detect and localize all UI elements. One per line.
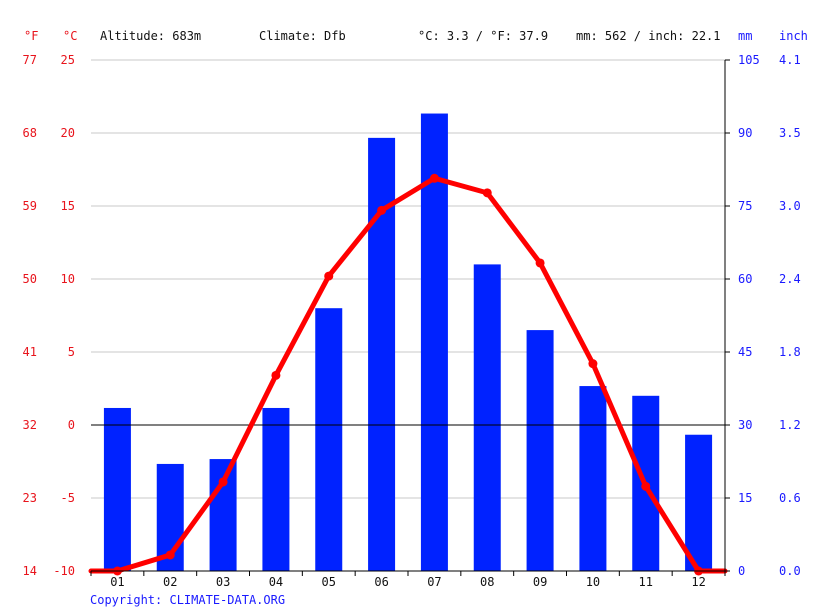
celsius-tick-label: 20	[61, 126, 75, 140]
mm-tick-label: 0	[738, 564, 745, 578]
precipitation-bar	[579, 386, 607, 571]
month-tick-label: 04	[269, 575, 283, 589]
fahrenheit-tick-label: 23	[23, 491, 37, 505]
celsius-tick-label: -5	[61, 491, 75, 505]
temperature-point	[588, 359, 598, 369]
inch-tick-label: 0.0	[779, 564, 801, 578]
celsius-tick-label: 5	[68, 345, 75, 359]
copyright-label: Copyright: CLIMATE-DATA.ORG	[90, 593, 285, 607]
grid-lines	[91, 59, 725, 499]
fahrenheit-tick-label: 77	[23, 53, 37, 67]
tick-labels: 77 25 105 4.168 20 90 3.559 15 75 3.050 10 60 2.441 5…	[23, 53, 801, 589]
fahrenheit-tick-label: 14	[23, 564, 37, 578]
inch-tick-label: 3.0	[779, 199, 801, 213]
month-tick-label: 08	[480, 575, 494, 589]
mm-tick-label: 90	[738, 126, 752, 140]
mm-tick-label: 45	[738, 345, 752, 359]
precipitation-bar	[473, 264, 501, 571]
month-tick-label: 11	[639, 575, 653, 589]
precipitation-bar	[103, 407, 131, 571]
temperature-point	[271, 370, 281, 380]
precipitation-bar	[420, 113, 448, 572]
celsius-tick-label: 0	[68, 418, 75, 432]
inch-tick-label: 3.5	[779, 126, 801, 140]
precipitation-bar	[315, 308, 343, 571]
month-tick-label: 05	[322, 575, 336, 589]
month-tick-label: 12	[691, 575, 705, 589]
temperature-average-label: °C: 3.3 / °F: 37.9	[418, 29, 548, 43]
celsius-unit-label: °C	[63, 29, 77, 43]
temperature-point	[429, 173, 439, 183]
month-tick-label: 02	[163, 575, 177, 589]
inch-unit-label: inch	[779, 29, 808, 43]
mm-tick-label: 30	[738, 418, 752, 432]
mm-unit-label: mm	[738, 29, 752, 43]
precipitation-bar	[262, 407, 290, 571]
fahrenheit-tick-label: 50	[23, 272, 37, 286]
axes	[90, 59, 730, 576]
temperature-point	[535, 258, 545, 268]
month-tick-label: 09	[533, 575, 547, 589]
temperature-line	[88, 175, 728, 574]
celsius-tick-label: 25	[61, 53, 75, 67]
celsius-tick-label: 15	[61, 199, 75, 213]
inch-tick-label: 0.6	[779, 491, 801, 505]
temperature-point	[482, 188, 492, 198]
fahrenheit-tick-label: 41	[23, 345, 37, 359]
temperature-point	[377, 205, 387, 215]
inch-tick-label: 4.1	[779, 53, 801, 67]
month-tick-label: 03	[216, 575, 230, 589]
celsius-tick-label: 10	[61, 272, 75, 286]
inch-tick-label: 1.8	[779, 345, 801, 359]
temperature-point	[324, 271, 334, 281]
fahrenheit-tick-label: 32	[23, 418, 37, 432]
climate-label: Climate: Dfb	[259, 29, 346, 43]
temperature-point	[165, 550, 175, 560]
precipitation-bar	[685, 434, 713, 571]
precipitation-bar	[526, 330, 554, 571]
month-tick-label: 06	[374, 575, 388, 589]
inch-tick-label: 2.4	[779, 272, 801, 286]
precipitation-total-label: mm: 562 / inch: 22.1	[576, 29, 721, 43]
fahrenheit-tick-label: 59	[23, 199, 37, 213]
temperature-point	[218, 477, 228, 487]
mm-tick-label: 15	[738, 491, 752, 505]
month-tick-label: 01	[110, 575, 124, 589]
temperature-line-group	[88, 173, 728, 576]
mm-tick-label: 60	[738, 272, 752, 286]
mm-tick-label: 75	[738, 199, 752, 213]
precipitation-bar	[209, 459, 237, 571]
mm-tick-label: 105	[738, 53, 760, 67]
fahrenheit-unit-label: °F	[24, 29, 38, 43]
celsius-tick-label: -10	[53, 564, 75, 578]
inch-tick-label: 1.2	[779, 418, 801, 432]
temperature-point	[641, 481, 651, 491]
altitude-label: Altitude: 683m	[100, 29, 201, 43]
month-tick-label: 07	[427, 575, 441, 589]
precipitation-bars	[103, 113, 713, 572]
fahrenheit-tick-label: 68	[23, 126, 37, 140]
month-tick-label: 10	[586, 575, 600, 589]
